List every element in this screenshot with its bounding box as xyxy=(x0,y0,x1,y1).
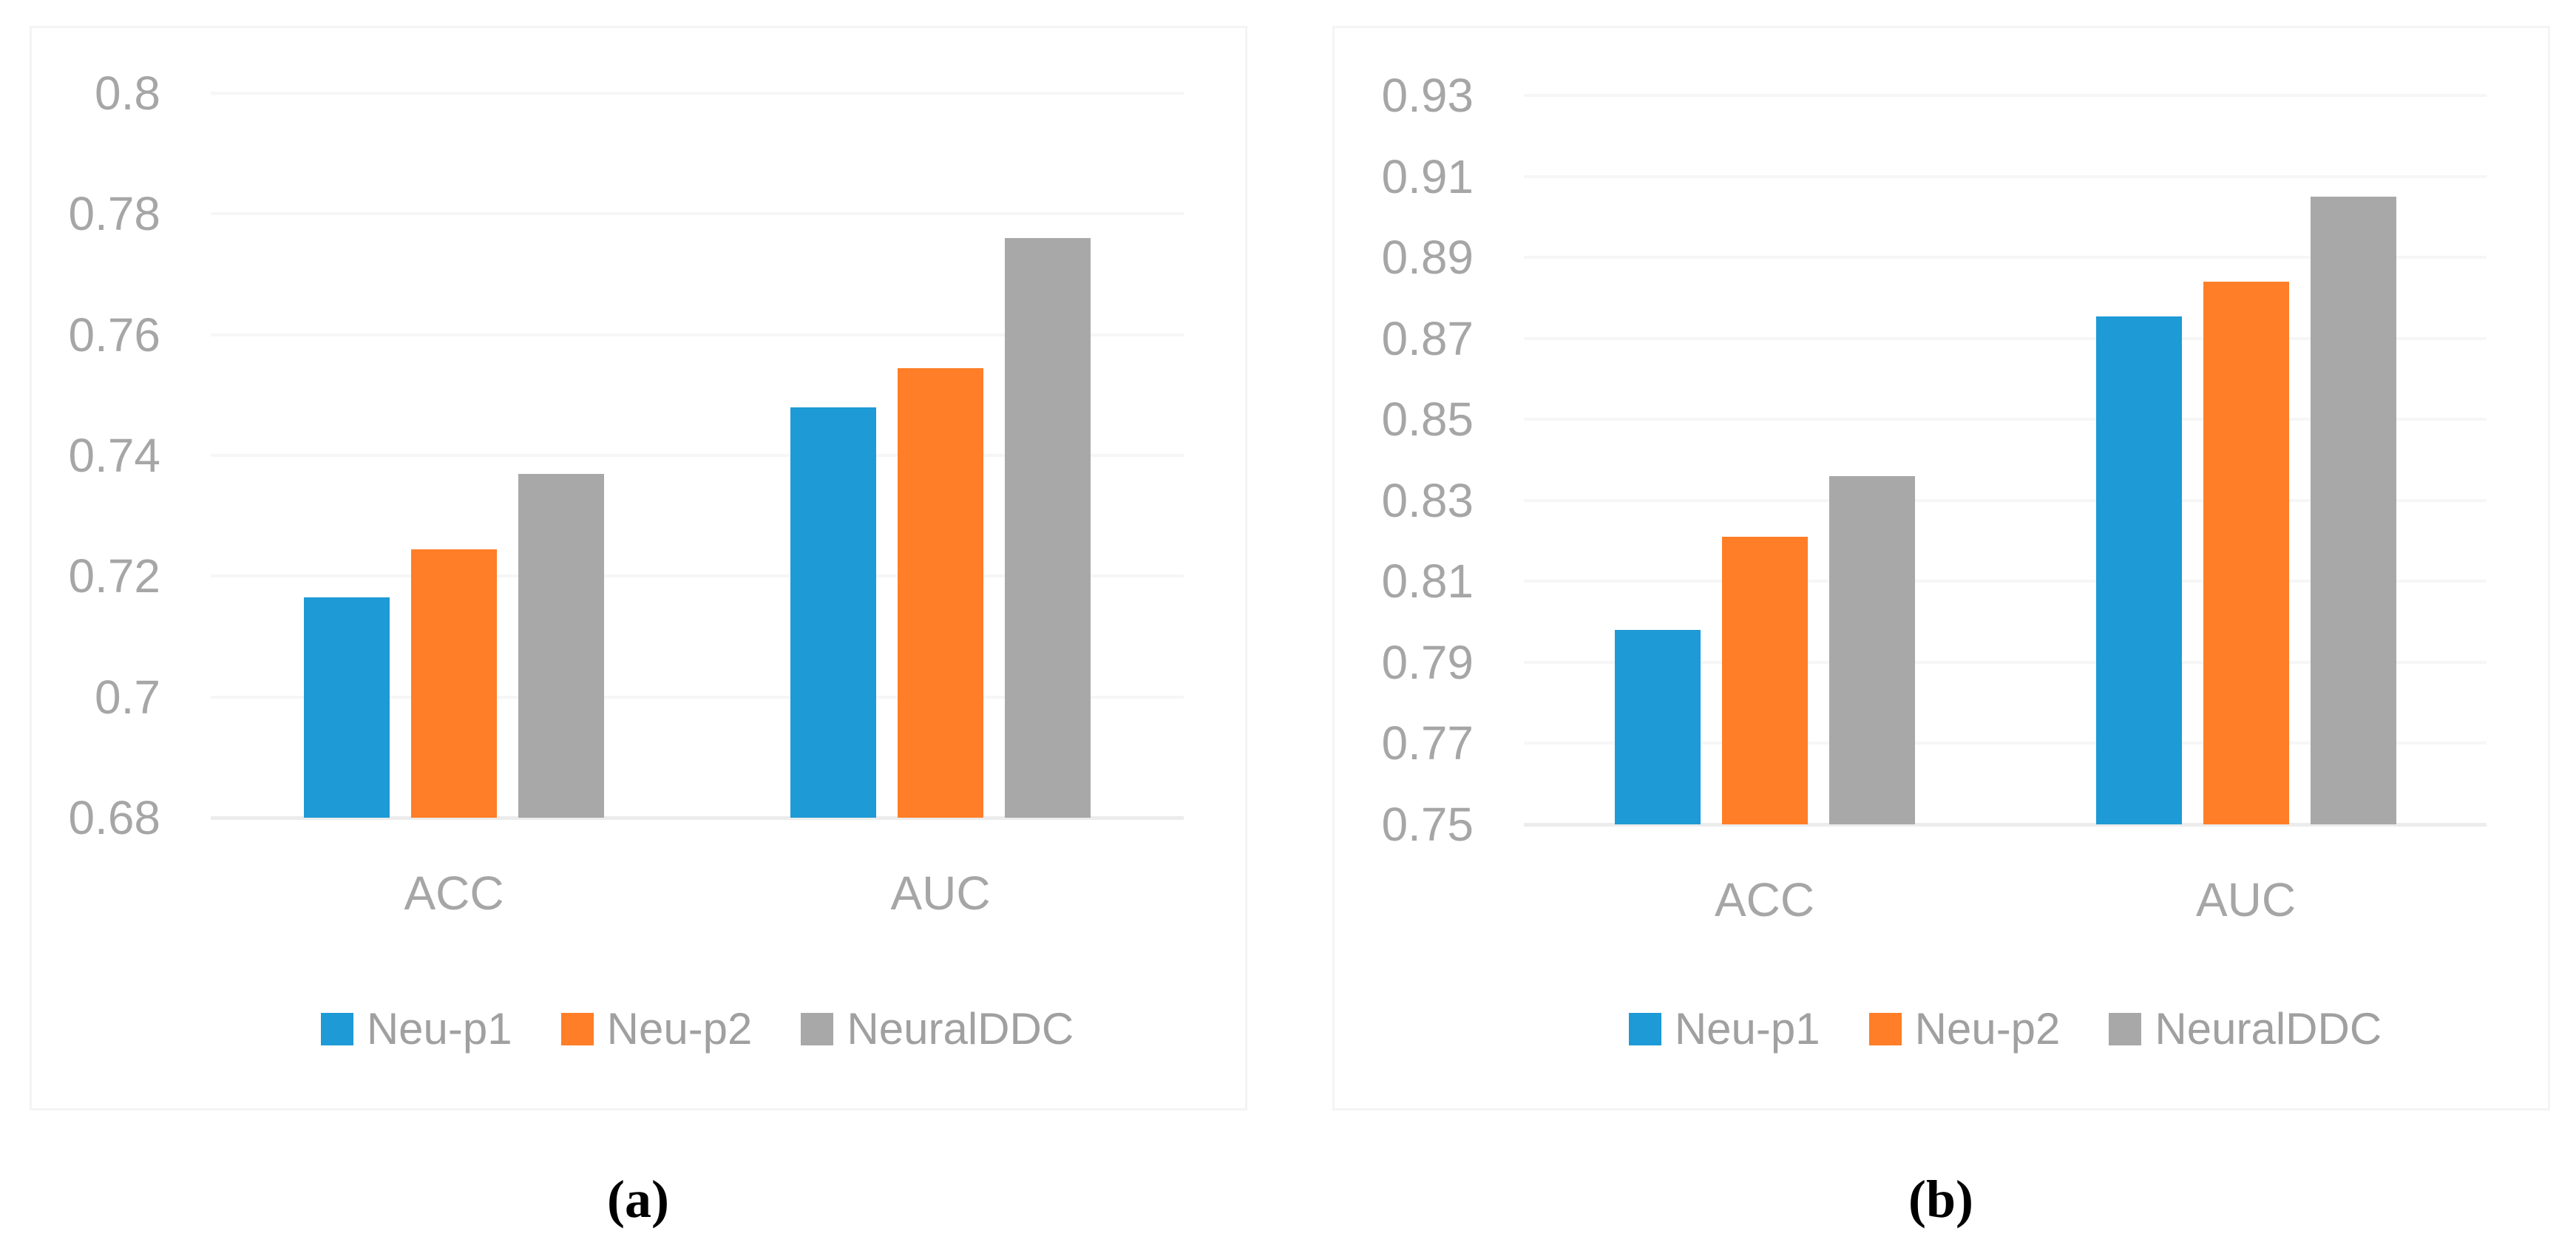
bar-Neu-p1-AUC xyxy=(790,407,876,818)
gridline xyxy=(211,333,1184,336)
gridline xyxy=(1524,660,2487,664)
bar-Neu-p2-ACC xyxy=(1721,537,1808,824)
x-category-label-ACC: ACC xyxy=(1714,873,1815,926)
y-tick-label: 0.72 xyxy=(68,549,160,603)
bar-NeuralDDC-AUC xyxy=(2310,196,2396,824)
gridline xyxy=(211,454,1184,457)
gridline xyxy=(1524,174,2487,178)
legend-label: NeuralDDC xyxy=(847,1004,1074,1054)
y-tick-label: 0.89 xyxy=(1381,231,1474,285)
gridline xyxy=(1524,94,2487,97)
x-category-label-ACC: ACC xyxy=(404,867,504,920)
x-axis-baseline xyxy=(1524,822,2487,827)
legend-swatch-icon xyxy=(1628,1013,1661,1045)
legend-item-NeuralDDC: NeuralDDC xyxy=(801,1007,1074,1051)
gridline xyxy=(1524,336,2487,340)
x-axis-baseline xyxy=(211,815,1184,820)
y-tick-label: 0.81 xyxy=(1381,555,1474,608)
legend-label: Neu-p2 xyxy=(1914,1004,2061,1054)
legend-swatch-icon xyxy=(2109,1013,2142,1045)
caption-a: (a) xyxy=(607,1170,669,1229)
y-tick-label: 0.68 xyxy=(68,791,160,844)
legend-item-Neu-p1: Neu-p1 xyxy=(1628,1004,1820,1054)
y-tick-label: 0.7 xyxy=(95,670,160,724)
y-tick-label: 0.74 xyxy=(68,429,160,482)
gridline xyxy=(211,695,1184,699)
gridline xyxy=(211,212,1184,216)
x-category-label-AUC: AUC xyxy=(890,867,991,920)
gridline xyxy=(1524,742,2487,745)
legend-label: Neu-p1 xyxy=(1674,1004,1820,1054)
legend-label: Neu-p1 xyxy=(366,1004,512,1054)
bar-Neu-p2-ACC xyxy=(411,549,497,818)
y-tick-label: 0.91 xyxy=(1381,149,1474,203)
bar-NeuralDDC-ACC xyxy=(1828,475,1915,824)
legend-swatch-icon xyxy=(560,1013,594,1045)
bar-Neu-p2-AUC xyxy=(2203,281,2289,824)
gridline xyxy=(1524,256,2487,260)
y-tick-label: 0.87 xyxy=(1381,311,1474,365)
legend-swatch-icon xyxy=(1868,1013,1902,1045)
legend-item-NeuralDDC: NeuralDDC xyxy=(2109,1007,2382,1051)
y-tick-label: 0.85 xyxy=(1381,393,1474,447)
legend-label: Neu-p2 xyxy=(606,1004,753,1054)
legend-swatch-icon xyxy=(320,1013,353,1045)
gridline xyxy=(211,92,1184,95)
legend-item-Neu-p2: Neu-p2 xyxy=(560,1004,753,1054)
y-tick-label: 0.76 xyxy=(68,308,160,362)
y-tick-label: 0.75 xyxy=(1381,798,1474,851)
legend-swatch-icon xyxy=(801,1013,834,1045)
y-tick-label: 0.83 xyxy=(1381,473,1474,527)
x-category-label-AUC: AUC xyxy=(2195,873,2297,926)
bar-NeuralDDC-AUC xyxy=(1005,238,1091,818)
y-tick-label: 0.78 xyxy=(68,187,160,241)
legend-item-Neu-p2: Neu-p2 xyxy=(1868,1004,2061,1054)
bar-Neu-p1-ACC xyxy=(1614,630,1701,824)
legend-item-Neu-p1: Neu-p1 xyxy=(320,1004,512,1054)
gridline xyxy=(211,574,1184,578)
legend: Neu-p1 Neu-p2 NeuralDDC xyxy=(1524,1005,2487,1053)
y-tick-label: 0.8 xyxy=(95,67,160,120)
gridline xyxy=(1524,580,2487,583)
legend-label: NeuralDDC xyxy=(2155,1004,2382,1054)
gridline xyxy=(1524,498,2487,502)
bar-Neu-p1-AUC xyxy=(2095,316,2182,824)
caption-b: (b) xyxy=(1908,1170,1973,1229)
y-tick-label: 0.93 xyxy=(1381,69,1474,122)
bar-Neu-p2-AUC xyxy=(898,367,983,818)
bar-Neu-p1-ACC xyxy=(304,597,390,818)
chart-panel-a: 0.8 0.78 0.76 0.74 0.72 0.7 0.68 ACC AUC Neu-p1 Ne… xyxy=(30,26,1247,1110)
legend: Neu-p1 Neu-p2 NeuralDDC xyxy=(211,1005,1184,1053)
chart-panel-b: 0.93 0.91 0.89 0.87 0.85 0.83 0.81 0.79 0.77 0.75… xyxy=(1332,26,2550,1110)
bar-NeuralDDC-ACC xyxy=(518,473,604,818)
y-tick-label: 0.77 xyxy=(1381,716,1474,770)
y-tick-label: 0.79 xyxy=(1381,635,1474,689)
gridline xyxy=(1524,418,2487,421)
